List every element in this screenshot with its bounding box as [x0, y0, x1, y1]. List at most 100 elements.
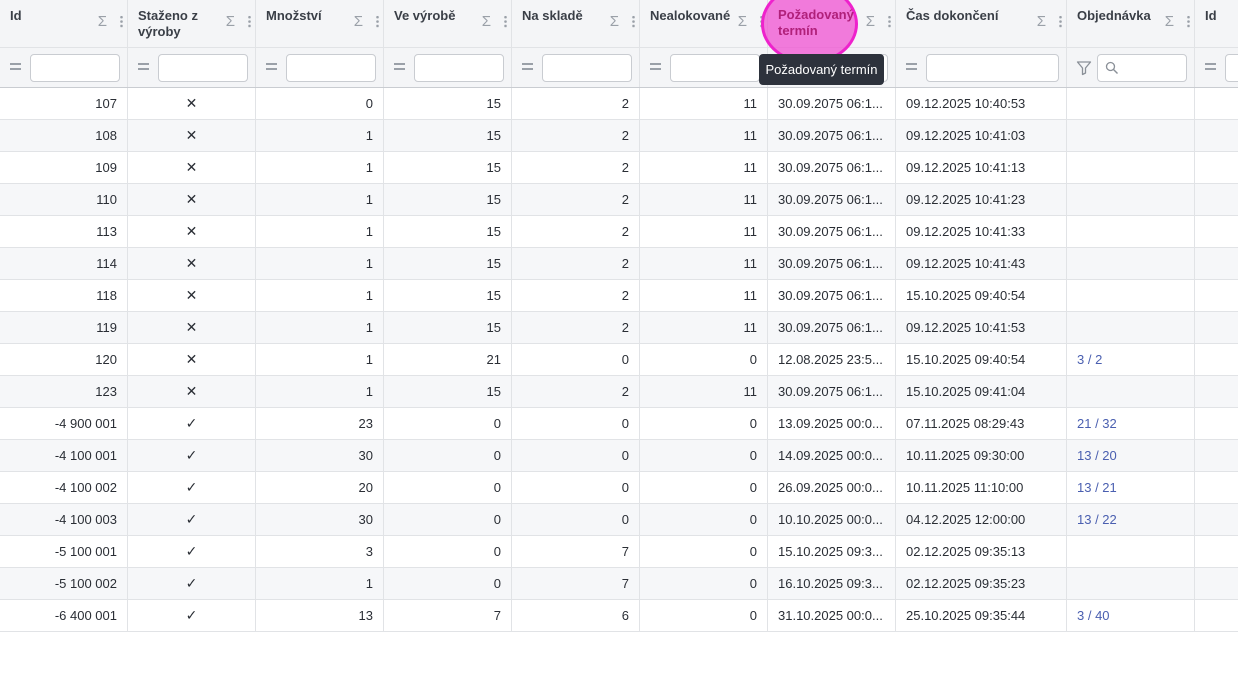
table-row[interactable]: -5 100 002 ✓ 1 0 7 0 16.10.2025 09:3... 02.12.2… — [0, 568, 1238, 600]
equals-filter-icon[interactable] — [521, 60, 535, 74]
filter-input-cas_dokonceni[interactable] — [926, 54, 1059, 82]
sigma-aggregate-icon[interactable]: Σ — [481, 13, 491, 30]
column-header-objednavka[interactable]: Objednávka Σ — [1067, 0, 1195, 47]
sigma-aggregate-icon[interactable]: Σ — [353, 13, 363, 30]
header-tooltip: Požadovaný termín — [759, 54, 884, 85]
table-row[interactable]: 114 ✕ 1 15 2 11 30.09.2075 06:1... 09.12.2025 1… — [0, 248, 1238, 280]
table-row[interactable]: -4 100 003 ✓ 30 0 0 0 10.10.2025 00:0... 04.12.… — [0, 504, 1238, 536]
equals-filter-icon[interactable] — [1204, 60, 1218, 74]
cell-mnozstvi: 30 — [256, 440, 384, 471]
column-header-stazeno[interactable]: Staženo z výroby Σ — [128, 0, 256, 47]
cell-stazeno: ✓ — [128, 600, 256, 631]
cell-cas_dokonceni: 09.12.2025 10:41:13 — [896, 152, 1067, 183]
column-menu-icon[interactable] — [376, 15, 379, 28]
table-row[interactable]: 113 ✕ 1 15 2 11 30.09.2075 06:1... 09.12.2025 1… — [0, 216, 1238, 248]
table-row[interactable]: -6 400 001 ✓ 13 7 6 0 31.10.2025 00:0... 25.10.… — [0, 600, 1238, 632]
column-header-cas_dokonceni[interactable]: Čas dokončení Σ — [896, 0, 1067, 47]
equals-filter-icon[interactable] — [9, 60, 23, 74]
cell-na_sklade: 0 — [512, 504, 640, 535]
table-row[interactable]: 110 ✕ 1 15 2 11 30.09.2075 06:1... 09.12.2025 1… — [0, 184, 1238, 216]
funnel-icon[interactable] — [1076, 60, 1092, 76]
sigma-aggregate-icon[interactable]: Σ — [609, 13, 619, 30]
cell-nealokovane: 11 — [640, 312, 768, 343]
cell-nealokovane: 11 — [640, 120, 768, 151]
table-row[interactable]: 120 ✕ 1 21 0 0 12.08.2025 23:5... 15.10.2025 09… — [0, 344, 1238, 376]
filter-input-nealokovane[interactable] — [670, 54, 760, 82]
cell-pozadovany: 30.09.2075 06:1... — [768, 88, 896, 119]
column-header-nealokovane[interactable]: Nealokované Σ — [640, 0, 768, 47]
column-menu-icon[interactable] — [248, 15, 251, 28]
column-menu-icon[interactable] — [120, 15, 123, 28]
table-row[interactable]: -4 100 001 ✓ 30 0 0 0 14.09.2025 00:0... 10.11.… — [0, 440, 1238, 472]
cell-ve_vyrobe: 15 — [384, 312, 512, 343]
column-header-id[interactable]: Id Σ — [0, 0, 128, 47]
cell-id2 — [1195, 184, 1238, 215]
filter-input-ve_vyrobe[interactable] — [414, 54, 504, 82]
filter-input-id[interactable] — [30, 54, 120, 82]
column-menu-icon[interactable] — [1059, 15, 1062, 28]
cell-na_sklade: 0 — [512, 408, 640, 439]
sigma-aggregate-icon[interactable]: Σ — [1036, 13, 1046, 30]
cell-cas_dokonceni: 09.12.2025 10:41:03 — [896, 120, 1067, 151]
cell-na_sklade: 2 — [512, 152, 640, 183]
cell-na_sklade: 2 — [512, 376, 640, 407]
cell-objednavka[interactable]: 3 / 40 — [1067, 600, 1195, 631]
cell-objednavka[interactable]: 13 / 22 — [1067, 504, 1195, 535]
equals-filter-icon[interactable] — [137, 60, 151, 74]
filter-input-stazeno[interactable] — [158, 54, 248, 82]
filter-input-mnozstvi[interactable] — [286, 54, 376, 82]
table-row[interactable]: -4 900 001 ✓ 23 0 0 0 13.09.2025 00:0... 07.11.… — [0, 408, 1238, 440]
equals-filter-icon[interactable] — [649, 60, 663, 74]
cell-stazeno: ✓ — [128, 472, 256, 503]
cell-objednavka[interactable]: 21 / 32 — [1067, 408, 1195, 439]
filter-input-id2[interactable] — [1225, 54, 1238, 82]
sigma-aggregate-icon[interactable]: Σ — [97, 13, 107, 30]
table-row[interactable]: 108 ✕ 1 15 2 11 30.09.2075 06:1... 09.12.2025 1… — [0, 120, 1238, 152]
filter-input-na_sklade[interactable] — [542, 54, 632, 82]
cell-pozadovany: 10.10.2025 00:0... — [768, 504, 896, 535]
column-header-id2[interactable]: Id — [1195, 0, 1238, 47]
cell-na_sklade: 2 — [512, 184, 640, 215]
cell-na_sklade: 2 — [512, 312, 640, 343]
cell-objednavka — [1067, 248, 1195, 279]
cell-objednavka[interactable]: 3 / 2 — [1067, 344, 1195, 375]
cell-cas_dokonceni: 07.11.2025 08:29:43 — [896, 408, 1067, 439]
column-menu-icon[interactable] — [632, 15, 635, 28]
cell-nealokovane: 0 — [640, 472, 768, 503]
table-row[interactable]: 109 ✕ 1 15 2 11 30.09.2075 06:1... 09.12.2025 1… — [0, 152, 1238, 184]
sigma-aggregate-icon[interactable]: Σ — [225, 13, 235, 30]
column-header-na_sklade[interactable]: Na skladě Σ — [512, 0, 640, 47]
cell-cas_dokonceni: 02.12.2025 09:35:23 — [896, 568, 1067, 599]
table-row[interactable]: 119 ✕ 1 15 2 11 30.09.2075 06:1... 09.12.2025 1… — [0, 312, 1238, 344]
filter-input-objednavka[interactable] — [1097, 54, 1187, 82]
column-header-label: Množství — [266, 8, 322, 23]
column-menu-icon[interactable] — [888, 15, 891, 28]
cell-cas_dokonceni: 04.12.2025 12:00:00 — [896, 504, 1067, 535]
equals-filter-icon[interactable] — [905, 60, 919, 74]
filter-cell-stazeno — [128, 48, 256, 87]
cell-objednavka[interactable]: 13 / 20 — [1067, 440, 1195, 471]
cell-objednavka[interactable]: 13 / 21 — [1067, 472, 1195, 503]
table-row[interactable]: 107 ✕ 0 15 2 11 30.09.2075 06:1... 09.12.2025 1… — [0, 88, 1238, 120]
column-header-mnozstvi[interactable]: Množství Σ — [256, 0, 384, 47]
column-menu-icon[interactable] — [1187, 15, 1190, 28]
cell-objednavka — [1067, 536, 1195, 567]
table-row[interactable]: -5 100 001 ✓ 3 0 7 0 15.10.2025 09:3... 02.12.2… — [0, 536, 1238, 568]
column-header-pozadovany[interactable]: Požadovaný termín Σ — [768, 0, 896, 47]
cell-id2 — [1195, 600, 1238, 631]
sigma-aggregate-icon[interactable]: Σ — [865, 13, 875, 30]
filter-cell-id2 — [1195, 48, 1238, 87]
sigma-aggregate-icon[interactable]: Σ — [737, 13, 747, 30]
equals-filter-icon[interactable] — [393, 60, 407, 74]
table-row[interactable]: 118 ✕ 1 15 2 11 30.09.2075 06:1... 15.10.2025 0… — [0, 280, 1238, 312]
column-header-ve_vyrobe[interactable]: Ve výrobě Σ — [384, 0, 512, 47]
cell-mnozstvi: 20 — [256, 472, 384, 503]
column-menu-icon[interactable] — [504, 15, 507, 28]
sigma-aggregate-icon[interactable]: Σ — [1164, 13, 1174, 30]
cell-pozadovany: 30.09.2075 06:1... — [768, 312, 896, 343]
equals-filter-icon[interactable] — [265, 60, 279, 74]
highlighted-header-label[interactable]: Požadovaný termín — [778, 7, 854, 38]
table-row[interactable]: 123 ✕ 1 15 2 11 30.09.2075 06:1... 15.10.2025 0… — [0, 376, 1238, 408]
filter-cell-id — [0, 48, 128, 87]
table-row[interactable]: -4 100 002 ✓ 20 0 0 0 26.09.2025 00:0... 10.11.… — [0, 472, 1238, 504]
